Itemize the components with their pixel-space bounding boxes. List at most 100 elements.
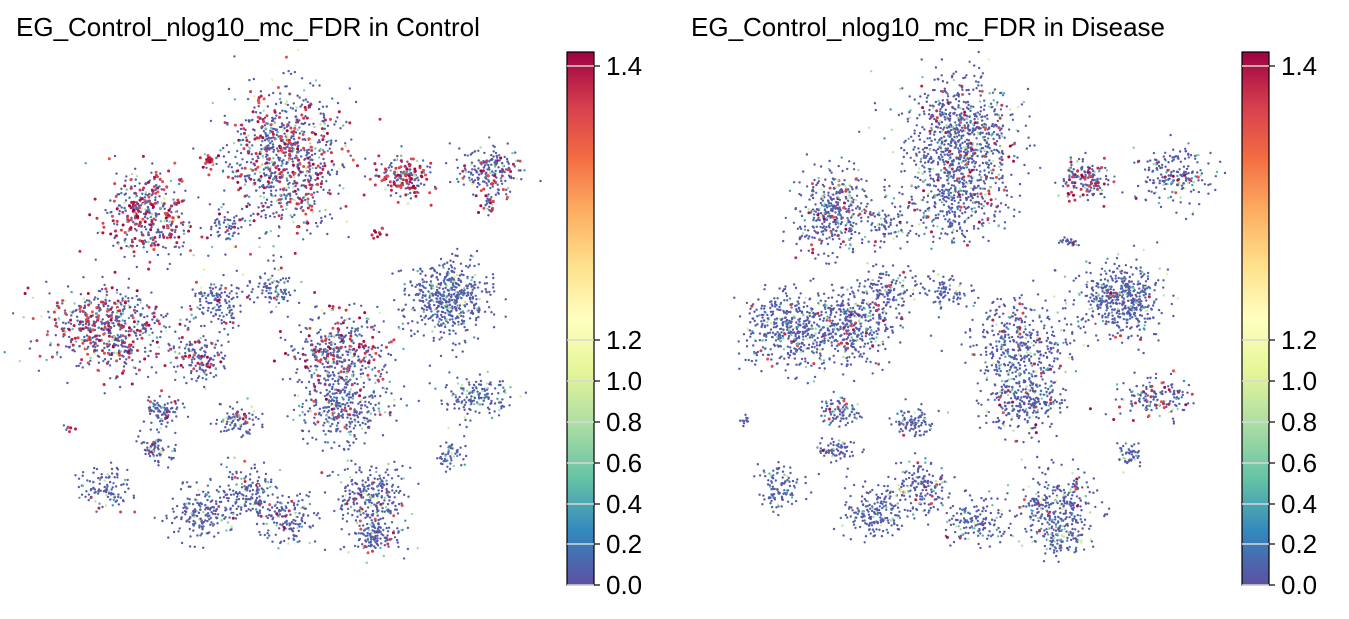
cell-point (163, 219, 166, 223)
cell-point (98, 482, 101, 485)
cell-point (476, 402, 479, 405)
cell-point (355, 414, 359, 417)
cell-point (185, 343, 188, 346)
cell-point (361, 345, 365, 349)
cell-point (225, 466, 228, 469)
cell-point (189, 349, 193, 353)
cell-point (494, 165, 497, 168)
cell-point (371, 368, 374, 371)
cell-point (390, 165, 393, 169)
cell-point (348, 303, 351, 307)
cell-point (472, 304, 476, 307)
cell-point (232, 316, 235, 320)
cell-point (406, 160, 409, 163)
cell-point (303, 359, 307, 363)
cell-point (228, 470, 232, 474)
cell-point (367, 365, 370, 369)
cell-point (250, 290, 253, 294)
cell-point (229, 227, 233, 231)
cell-point (401, 309, 404, 312)
cell-point (424, 323, 427, 326)
cell-point (267, 94, 271, 97)
cell-point (86, 292, 90, 295)
cell-point (256, 491, 260, 494)
cell-point (451, 280, 455, 283)
cell-point (112, 498, 115, 502)
cell-point (184, 513, 187, 516)
cell-point (280, 125, 283, 128)
cell-point (508, 176, 512, 179)
cell-point (355, 349, 359, 352)
cell-point (262, 120, 266, 124)
cell-point (506, 168, 510, 172)
cell-point (165, 407, 169, 410)
cell-point (257, 488, 260, 491)
cell-point (162, 245, 165, 249)
cell-point (91, 328, 95, 332)
cell-point (237, 427, 240, 430)
cell-point (75, 315, 79, 318)
cell-point (231, 234, 234, 238)
cell-point (270, 200, 273, 203)
cell-point (270, 119, 274, 123)
cell-point (345, 220, 348, 223)
cell-point (352, 441, 355, 444)
cell-point (451, 252, 454, 256)
cell-point (479, 169, 483, 173)
cell-point (124, 295, 127, 298)
cell-point (234, 222, 237, 225)
cell-point (431, 330, 434, 333)
cell-point (162, 448, 165, 452)
cell-point (123, 341, 126, 345)
cell-point (262, 168, 265, 171)
cell-point (259, 117, 262, 120)
cell-point (467, 266, 470, 269)
cell-point (276, 291, 279, 294)
cell-point (182, 357, 185, 361)
cell-point (286, 171, 290, 174)
cell-point (454, 394, 457, 397)
chart-title: EG_Control_nlog10_mc_FDR in Control (16, 12, 480, 42)
cell-point (180, 541, 184, 545)
cell-point (304, 365, 308, 369)
cell-point (333, 123, 336, 126)
cell-point (175, 415, 178, 418)
cell-point (160, 418, 163, 421)
cell-point (143, 196, 147, 199)
cell-point (318, 139, 321, 142)
cell-point (455, 300, 458, 304)
cell-point (275, 199, 279, 203)
cell-point (351, 370, 355, 373)
cell-point (513, 165, 516, 168)
cell-point (247, 294, 251, 297)
cell-point (520, 178, 523, 181)
cell-point (323, 377, 326, 380)
cell-point (351, 158, 355, 162)
cell-point (326, 349, 329, 352)
cell-point (445, 284, 448, 287)
cell-point (335, 360, 339, 363)
cell-point (262, 186, 266, 190)
cell-point (316, 182, 319, 186)
cell-point (237, 497, 241, 501)
cell-point (267, 206, 271, 209)
cell-point (313, 388, 317, 391)
cell-point (168, 395, 171, 398)
cell-point (159, 335, 162, 339)
cell-point (445, 441, 448, 444)
cell-point (94, 320, 98, 324)
cell-point (248, 432, 251, 435)
cell-point (129, 305, 132, 309)
cell-point (318, 149, 321, 152)
scatter-points (3, 48, 542, 564)
cell-point (162, 325, 166, 328)
cell-point (99, 476, 103, 480)
cell-point (237, 232, 240, 235)
cell-point (499, 156, 503, 160)
cell-point (193, 522, 197, 525)
cell-point (251, 288, 254, 291)
cell-point (287, 186, 290, 189)
cell-point (132, 200, 136, 204)
cell-point (178, 527, 181, 530)
cell-point (274, 305, 278, 308)
